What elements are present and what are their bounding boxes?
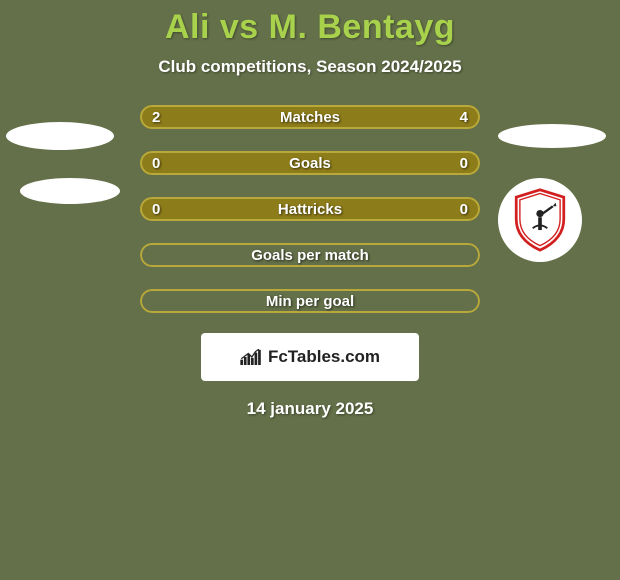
ellipse-top-left [6,122,114,150]
bar-label: Goals [140,151,480,175]
ellipse-top-right [498,124,606,148]
date-label: 14 january 2025 [0,399,620,419]
club-badge-right [498,178,582,262]
bars-icon [240,349,262,365]
ellipse-mid-left [20,178,120,204]
stat-bar: 00Hattricks [140,197,480,221]
subtitle: Club competitions, Season 2024/2025 [0,57,620,77]
bar-label: Goals per match [140,243,480,267]
bar-label: Min per goal [140,289,480,313]
comparison-card: Ali vs M. Bentayg Club competitions, Sea… [0,0,620,580]
bar-label: Hattricks [140,197,480,221]
stat-bar: Min per goal [140,289,480,313]
fctables-label: FcTables.com [268,347,380,367]
stat-bar: 00Goals [140,151,480,175]
page-title: Ali vs M. Bentayg [0,0,620,47]
stat-bar: 24Matches [140,105,480,129]
fctables-attribution: FcTables.com [201,333,419,381]
shield-icon [512,188,568,252]
bar-label: Matches [140,105,480,129]
stat-bars: 24Matches 00Goals 00Hattricks Goals per mat… [140,105,480,313]
stat-bar: Goals per match [140,243,480,267]
